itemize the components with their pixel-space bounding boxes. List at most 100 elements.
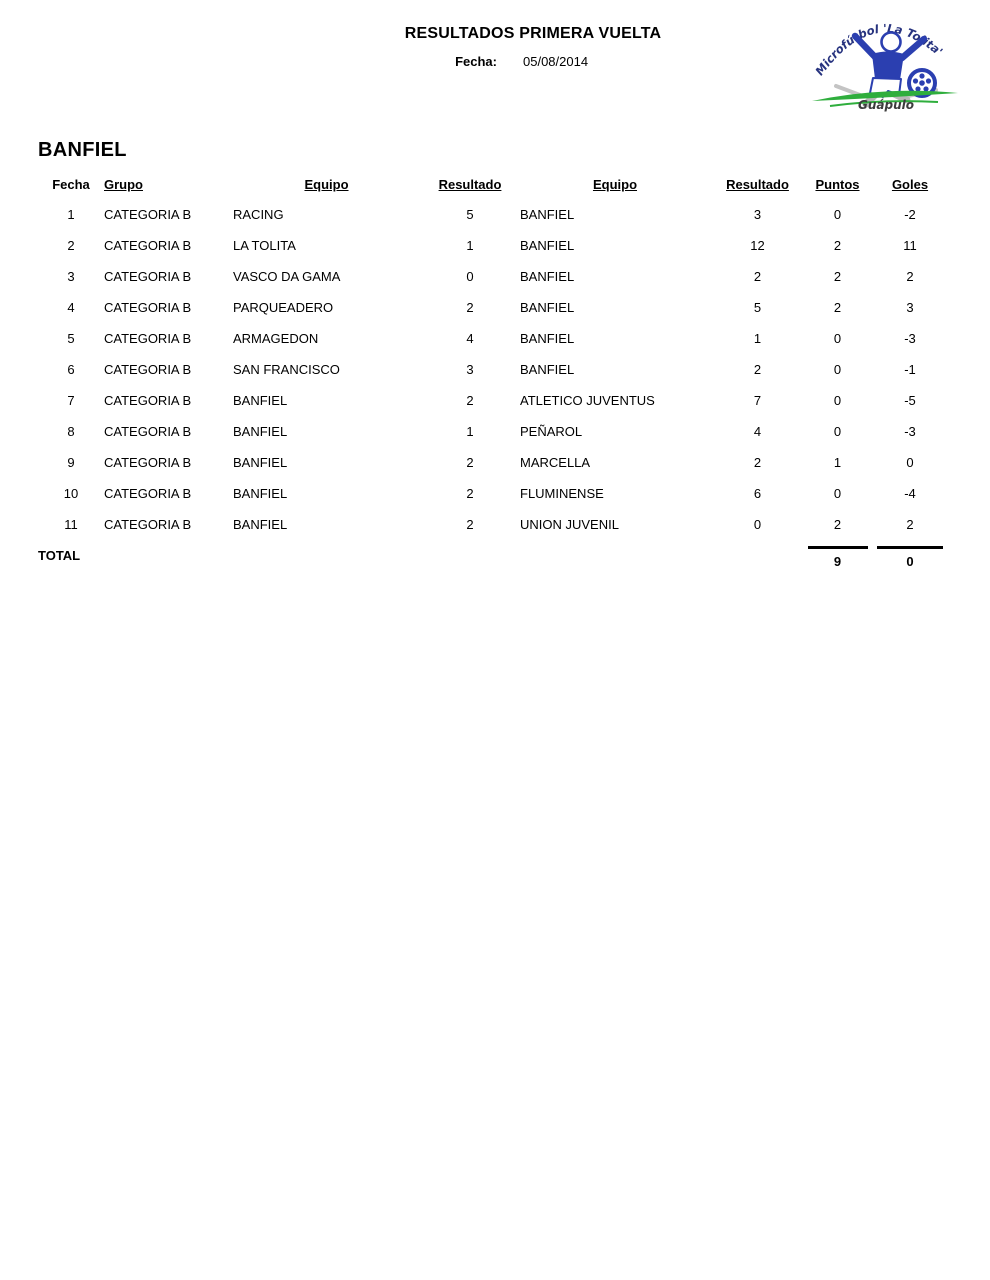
cell-resultado-1: 4 [466, 331, 474, 346]
player-head [880, 31, 902, 53]
total-goles-cell: 0 [870, 540, 950, 571]
cell-puntos: 0 [833, 424, 842, 439]
cell-grupo: CATEGORIA B [104, 238, 192, 253]
cell-equipo-1: PARQUEADERO [233, 300, 334, 315]
cell-resultado-2: 3 [753, 207, 762, 222]
cell-goles: 11 [903, 238, 917, 253]
cell-equipo-2: ATLETICO JUVENTUS [520, 393, 655, 408]
table-row: 2 CATEGORIA B LA TOLITA 1 BANFIEL 12 2 1… [38, 230, 950, 261]
cell-resultado-1: 0 [466, 269, 474, 284]
club-logo: Microfútbol 'La Tolita' [810, 6, 960, 112]
cell-equipo-1: BANFIEL [233, 424, 288, 439]
cell-equipo-1: LA TOLITA [233, 238, 296, 253]
cell-grupo: CATEGORIA B [104, 207, 192, 222]
cell-resultado-2: 5 [753, 300, 762, 315]
column-header-resultado-2: Resultado [726, 177, 789, 192]
cell-equipo-1: BANFIEL [233, 393, 288, 408]
cell-goles: 2 [906, 517, 914, 532]
cell-grupo: CATEGORIA B [104, 393, 192, 408]
cell-fecha: 11 [64, 517, 78, 532]
cell-puntos: 0 [833, 362, 842, 377]
cell-goles: -5 [904, 393, 916, 408]
cell-resultado-1: 1 [466, 424, 474, 439]
cell-resultado-1: 2 [466, 455, 474, 470]
total-goles: 0 [877, 546, 943, 569]
soccer-player-logo-icon: Microfútbol 'La Tolita' [812, 21, 958, 112]
table-row: 5 CATEGORIA B ARMAGEDON 4 BANFIEL 1 0 -3 [38, 323, 950, 354]
cell-equipo-1: VASCO DA GAMA [233, 269, 341, 284]
cell-grupo: CATEGORIA B [104, 362, 192, 377]
cell-grupo: CATEGORIA B [104, 269, 192, 284]
cell-fecha: 2 [67, 238, 75, 253]
section-title: BANFIEL [38, 139, 127, 161]
speed-mark-left-icon [834, 84, 862, 97]
column-header-equipo-2: Equipo [592, 177, 638, 192]
cell-equipo-2: BANFIEL [520, 238, 575, 253]
cell-resultado-1: 2 [466, 486, 474, 501]
cell-puntos: 2 [833, 517, 842, 532]
cell-grupo: CATEGORIA B [104, 300, 192, 315]
table-row: 3 CATEGORIA B VASCO DA GAMA 0 BANFIEL 2 … [38, 261, 950, 292]
cell-goles: -2 [904, 207, 916, 222]
results-table: Fecha Grupo Equipo Resultado Equipo Resu… [38, 172, 950, 571]
cell-resultado-2: 0 [753, 517, 762, 532]
cell-grupo: CATEGORIA B [104, 517, 192, 532]
cell-resultado-2: 7 [753, 393, 762, 408]
cell-equipo-1: RACING [233, 207, 284, 222]
player-torso [872, 51, 904, 82]
cell-fecha: 3 [67, 269, 75, 284]
cell-equipo-2: PEÑAROL [520, 424, 583, 439]
cell-resultado-1: 3 [466, 362, 474, 377]
table-row: 7 CATEGORIA B BANFIEL 2 ATLETICO JUVENTU… [38, 385, 950, 416]
green-swoosh-icon [812, 90, 958, 101]
cell-puntos: 0 [833, 486, 842, 501]
cell-fecha: 10 [63, 486, 79, 501]
table-row: 6 CATEGORIA B SAN FRANCISCO 3 BANFIEL 2 … [38, 354, 950, 385]
cell-resultado-1: 5 [466, 207, 474, 222]
cell-equipo-2: BANFIEL [520, 269, 575, 284]
cell-equipo-2: BANFIEL [520, 362, 575, 377]
total-label: TOTAL [38, 548, 81, 563]
cell-goles: 3 [906, 300, 914, 315]
cell-goles: -3 [904, 424, 916, 439]
cell-fecha: 7 [67, 393, 75, 408]
cell-grupo: CATEGORIA B [104, 424, 192, 439]
cell-goles: -4 [904, 486, 916, 501]
column-header-fecha: Fecha [52, 177, 90, 192]
cell-grupo: CATEGORIA B [104, 455, 192, 470]
cell-fecha: 9 [67, 455, 75, 470]
fecha-label: Fecha: [455, 54, 497, 69]
cell-fecha: 8 [67, 424, 75, 439]
table-row: 4 CATEGORIA B PARQUEADERO 2 BANFIEL 5 2 … [38, 292, 950, 323]
cell-goles: 0 [906, 455, 914, 470]
cell-puntos: 1 [833, 455, 842, 470]
cell-grupo: CATEGORIA B [104, 486, 192, 501]
cell-goles: 2 [906, 269, 914, 284]
table-row: 11 CATEGORIA B BANFIEL 2 UNION JUVENIL 0… [38, 509, 950, 540]
cell-fecha: 5 [67, 331, 75, 346]
results-table-header: Fecha Grupo Equipo Resultado Equipo Resu… [38, 172, 950, 199]
column-header-grupo: Grupo [104, 177, 143, 192]
cell-equipo-1: BANFIEL [233, 455, 288, 470]
cell-puntos: 0 [833, 207, 842, 222]
cell-goles: -1 [904, 362, 916, 377]
results-table-body: 1 CATEGORIA B RACING 5 BANFIEL 3 0 -2 2 … [38, 199, 950, 540]
cell-resultado-1: 2 [466, 393, 474, 408]
cell-fecha: 4 [67, 300, 75, 315]
total-puntos-cell: 9 [805, 540, 870, 571]
table-row: 8 CATEGORIA B BANFIEL 1 PEÑAROL 4 0 -3 [38, 416, 950, 447]
cell-puntos: 0 [833, 393, 842, 408]
cell-goles: -3 [904, 331, 916, 346]
soccer-ball-icon [907, 68, 937, 98]
cell-puntos: 0 [833, 331, 842, 346]
fecha-value: 05/08/2014 [523, 54, 589, 69]
header-row: Fecha Grupo Equipo Resultado Equipo Resu… [38, 172, 950, 199]
results-table-footer: TOTAL 9 0 [38, 540, 950, 571]
cell-equipo-2: BANFIEL [520, 207, 575, 222]
table-row: 10 CATEGORIA B BANFIEL 2 FLUMINENSE 6 0 … [38, 478, 950, 509]
total-puntos: 9 [807, 546, 868, 569]
cell-equipo-1: SAN FRANCISCO [233, 362, 340, 377]
cell-fecha: 1 [67, 207, 75, 222]
cell-puntos: 2 [833, 269, 842, 284]
